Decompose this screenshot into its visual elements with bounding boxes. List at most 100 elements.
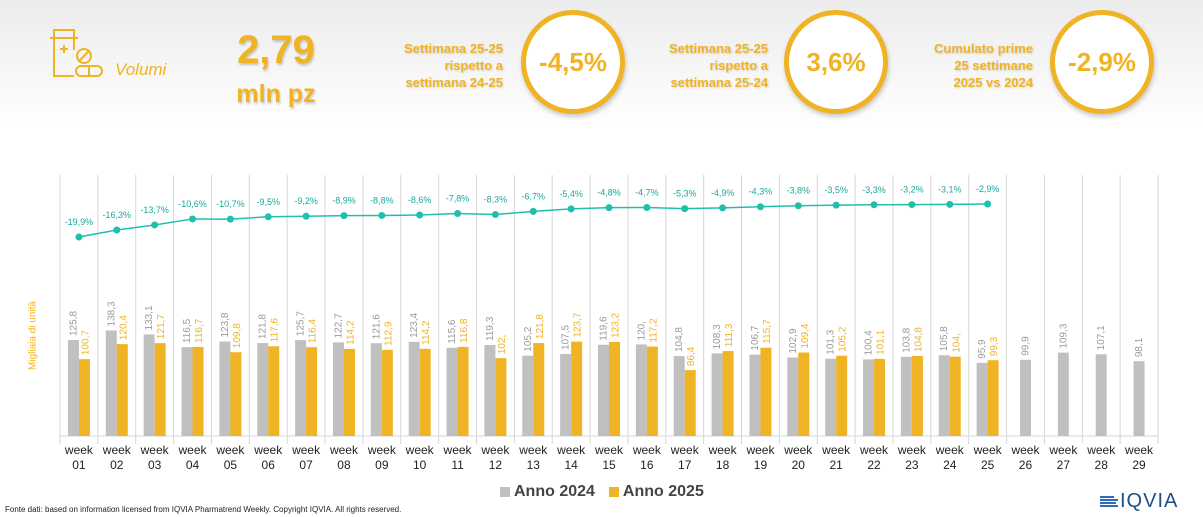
x-tick-label: week [518,443,548,457]
comparison-2-value: 3,6% [784,10,888,114]
bar-label-2025: 117,6 [270,318,281,343]
line-point [984,200,992,208]
bar-label-2025: 121,8 [535,314,546,339]
x-tick-label: 19 [754,458,768,472]
x-tick-label: week [632,443,662,457]
bar-label-2024: 125,7 [296,311,307,336]
x-tick-label: week [64,443,94,457]
x-tick-label: 28 [1095,458,1109,472]
comparison-line: settimana 25-24 [670,75,768,90]
bar-2025 [646,346,658,436]
bar-label-2024: 116,5 [182,318,193,343]
x-tick-label: week [708,443,738,457]
bar-label-2025: 105,2 [838,326,849,351]
line-point [719,204,727,212]
bar-label-2025: 123,2 [611,313,622,338]
comparison-line: settimana 24-25 [405,75,503,90]
bar-label-2025: 109,4 [800,323,811,348]
bar-label-2024: 119,6 [599,316,610,341]
x-tick-label: 22 [867,458,881,472]
line-point [378,211,386,219]
bar-label-2025: 111,3 [724,323,735,347]
bar-2024 [635,344,647,436]
line-point [416,211,424,219]
bar-2025 [911,356,923,436]
line-label: -4,8% [597,188,621,198]
line-point [946,200,954,208]
bar-2025 [495,358,507,436]
bar-label-2024: 107,1 [1096,325,1107,350]
comparison-line: 25 settimane [954,58,1033,73]
x-tick-label: week [745,443,775,457]
bar-label-2024: 98,1 [1134,337,1145,357]
x-tick-label: week [291,443,321,457]
x-tick-label: week [556,443,586,457]
bar-label-2024: 120, [636,321,647,340]
bar-label-2025: 101,1 [876,329,887,354]
line-point [832,201,840,209]
bar-2024 [1133,361,1145,436]
legend: Anno 2024 Anno 2025 [500,483,704,501]
bar-label-2024: 138,3 [106,301,117,326]
bar-label-2025: 112,9 [383,321,394,346]
bar-2025 [268,346,280,436]
bar-label-2025: 99,3 [989,336,1000,356]
bar-label-2025: 104, [951,333,962,352]
x-tick-label: 11 [451,458,464,472]
x-tick-label: 24 [943,458,957,472]
x-tick-label: week [821,443,851,457]
line-point [340,212,348,220]
x-tick-label: week [1124,443,1154,457]
bar-label-2025: 121,7 [156,314,167,339]
line-label: -4,3% [749,187,773,197]
line-point [529,207,537,215]
bar-label-2024: 102,9 [788,328,799,353]
comparison-2-text: Settimana 25-25 rispetto a settimana 25-… [650,40,768,91]
bar-2025 [154,343,166,436]
source-note: Fonte dati: based on information license… [5,505,402,514]
line-point [454,210,462,218]
bar-label-2025: 116,8 [459,318,470,343]
bar-2024 [560,353,572,436]
line-point [870,201,878,209]
line-label: -4,7% [635,187,659,197]
x-tick-label: 07 [299,458,313,472]
line-point [302,212,310,220]
bar-label-2025: 114,2 [345,320,356,345]
x-tick-label: 14 [564,458,578,472]
x-tick-label: 04 [186,458,200,472]
x-tick-label: week [367,443,397,457]
bar-label-2024: 119,3 [485,316,496,341]
x-tick-label: 10 [413,458,427,472]
medicine-bottle-pills-icon [48,28,110,80]
x-tick-label: 15 [602,458,616,472]
x-tick-label: week [594,443,624,457]
bar-label-2024: 122,7 [333,313,344,338]
bar-2024 [105,330,117,436]
bar-2025 [609,341,620,436]
bar-2025 [987,360,999,436]
line-point [113,226,121,234]
x-tick-label: 17 [678,458,692,472]
x-tick-label: 01 [72,458,86,472]
x-tick-label: week [1086,443,1116,457]
x-tick-label: week [935,443,965,457]
line-label: -3,5% [824,185,848,195]
bar-2024 [295,340,307,436]
line-label: -8,6% [408,195,432,205]
x-tick-label: 03 [148,458,162,472]
x-tick-label: week [253,443,283,457]
bar-label-2024: 105,2 [523,326,534,351]
bar-2024 [1057,352,1069,436]
line-label: -2,9% [976,184,1000,194]
logo-text: IQVIA [1120,490,1179,512]
bar-2024 [446,347,458,436]
line-point [605,204,613,212]
line-point [756,203,764,211]
comparison-line: Settimana 25-25 [404,41,503,56]
bar-2025 [798,352,810,436]
bar-label-2024: 121,8 [258,314,269,339]
bar-2025 [192,346,204,436]
line-point [189,215,197,223]
iqvia-logo: IQVIA [1100,490,1178,513]
